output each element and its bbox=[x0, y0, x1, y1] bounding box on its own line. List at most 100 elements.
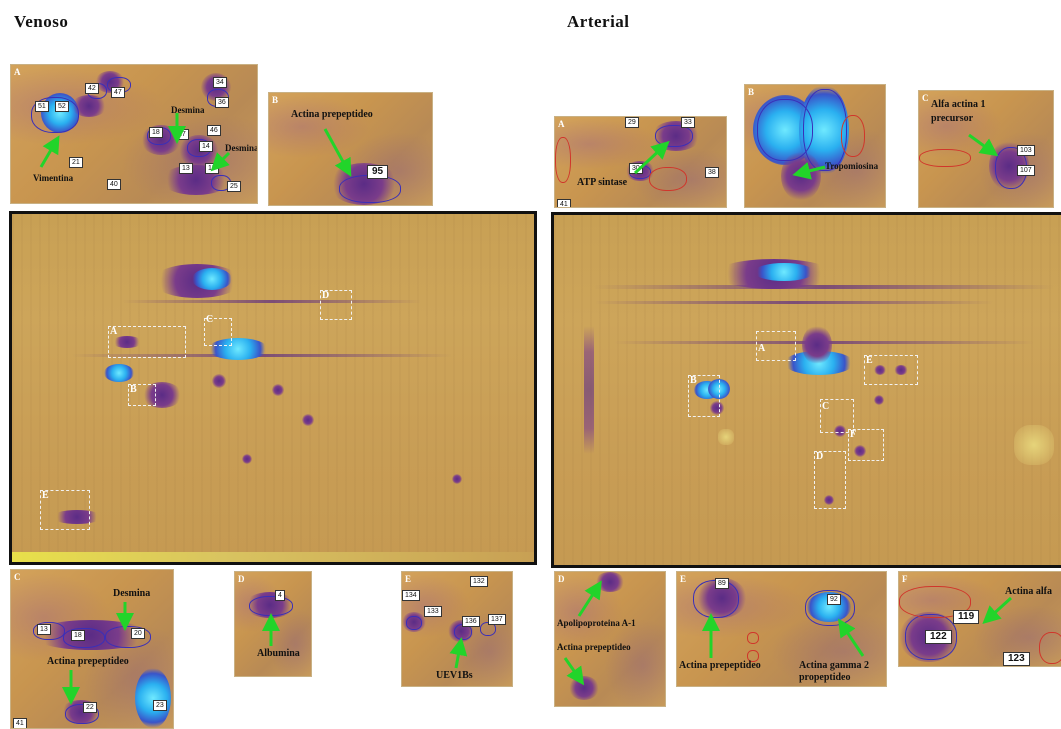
arrow-icon bbox=[39, 113, 231, 172]
arrow-icon bbox=[982, 596, 1013, 625]
spot-number: 52 bbox=[55, 101, 69, 112]
protein-spot bbox=[452, 474, 462, 484]
spot-number: 42 bbox=[85, 83, 99, 94]
region-box-a bbox=[108, 326, 186, 358]
arrow-icon bbox=[968, 133, 999, 157]
protein-label: ATP sintase bbox=[577, 177, 628, 188]
panel-letter: A bbox=[14, 67, 21, 77]
spot-number: 36 bbox=[215, 97, 229, 108]
spot-number: 22 bbox=[83, 702, 97, 713]
protein-spot bbox=[802, 325, 832, 365]
region-box-e bbox=[40, 490, 90, 530]
arterial-zoom-c: C 103 107 Alfa actina 1 precursor bbox=[918, 90, 1054, 208]
arrow-icon bbox=[702, 613, 865, 658]
region-box-letter: D bbox=[816, 451, 824, 462]
arrow-icon bbox=[792, 162, 826, 180]
region-box-d bbox=[320, 290, 352, 320]
spot-number: 33 bbox=[681, 117, 695, 128]
protein-spot bbox=[302, 414, 314, 426]
gel-artifact bbox=[718, 429, 734, 445]
spot-outline bbox=[655, 125, 693, 147]
protein-spot bbox=[754, 263, 814, 281]
spot-number: 136 bbox=[462, 616, 480, 627]
spot-outline bbox=[31, 97, 79, 133]
arterial-zoom-a: A 29 33 30 38 41 ATP sintase bbox=[554, 116, 727, 208]
spot-number: 18 bbox=[149, 127, 163, 138]
protein-spot bbox=[834, 425, 846, 437]
spot-number: 25 bbox=[227, 181, 241, 192]
region-box-c bbox=[820, 399, 854, 433]
venoso-zoom-b: B 95 Actina prepeptideo bbox=[268, 92, 433, 206]
protein-label: Actina prepeptideo bbox=[679, 660, 761, 671]
spot-outline bbox=[757, 99, 813, 161]
spot-number: 119 bbox=[953, 610, 980, 624]
spot-outline bbox=[747, 650, 759, 662]
protein-spot bbox=[112, 336, 142, 348]
spot-outline bbox=[841, 115, 865, 157]
spot-number: 122 bbox=[925, 630, 952, 644]
arterial-zoom-b: B Tropomiosina bbox=[744, 84, 886, 208]
protein-spot bbox=[104, 364, 134, 382]
venoso-header: Venoso bbox=[14, 12, 69, 31]
panel-letter: B bbox=[748, 87, 755, 97]
spot-outline bbox=[919, 149, 971, 167]
protein-label: Alfa actina 1 bbox=[931, 99, 986, 110]
spot-outline bbox=[805, 590, 855, 626]
region-box-e bbox=[864, 355, 918, 385]
protein-label: Tropomiosina bbox=[825, 161, 879, 171]
protein-spot bbox=[212, 374, 226, 388]
spot-number: 133 bbox=[424, 606, 442, 617]
venoso-zoom-c: C 13 18 20 22 23 41 Desmina Actina prepe… bbox=[10, 569, 174, 729]
gel-bottom-edge bbox=[12, 552, 534, 562]
region-box-letter: F bbox=[850, 429, 857, 440]
protein-spot bbox=[135, 668, 171, 728]
spot-number: 132 bbox=[470, 576, 488, 587]
gel-streak bbox=[584, 305, 594, 475]
region-box-f bbox=[848, 429, 884, 461]
panel-letter: B bbox=[272, 95, 279, 105]
spot-number: 20 bbox=[131, 628, 145, 639]
protein-label: Vimentina bbox=[33, 173, 74, 183]
arterial-zoom-f: F 119 122 123 Actina alfa bbox=[898, 571, 1061, 667]
spot-number: 92 bbox=[827, 594, 841, 605]
region-box-letter: B bbox=[130, 384, 137, 395]
protein-label: UEV1Bs bbox=[436, 670, 473, 681]
arrow-icon bbox=[323, 128, 352, 177]
protein-spot bbox=[854, 445, 866, 457]
protein-spot bbox=[894, 365, 908, 375]
spot-outline bbox=[899, 586, 971, 618]
protein-spot bbox=[595, 572, 625, 592]
region-box-letter: E bbox=[866, 355, 873, 366]
region-box-b bbox=[688, 375, 720, 417]
protein-label: Actina prepeptideo bbox=[291, 109, 373, 120]
panel-letter: E bbox=[405, 574, 412, 584]
spot-number: 40 bbox=[107, 179, 121, 190]
arrow-icon bbox=[262, 613, 280, 646]
protein-spot bbox=[242, 454, 252, 464]
region-box-b bbox=[128, 384, 156, 406]
protein-spot bbox=[208, 338, 268, 360]
protein-label: Desmina bbox=[113, 588, 151, 599]
protein-spot bbox=[272, 384, 284, 396]
region-box-letter: A bbox=[758, 343, 766, 354]
protein-spot bbox=[710, 401, 724, 415]
spot-number: 4 bbox=[275, 590, 285, 601]
spot-number: 103 bbox=[1017, 145, 1035, 156]
panel-letter: A bbox=[558, 119, 565, 129]
spot-number: 134 bbox=[402, 590, 420, 601]
region-box-letter: C bbox=[206, 314, 214, 325]
protein-label: propeptideo bbox=[799, 672, 851, 683]
spot-number: 29 bbox=[625, 117, 639, 128]
protein-label: Apolipoproteina A-1 bbox=[557, 618, 636, 628]
region-box-a bbox=[756, 331, 796, 361]
gel-streak bbox=[594, 285, 1054, 289]
panel-letter: E bbox=[680, 574, 687, 584]
protein-label: Desmina bbox=[171, 105, 205, 115]
protein-label: Desmina bbox=[225, 143, 258, 153]
spot-number: 23 bbox=[153, 700, 167, 711]
panel-letter: D bbox=[558, 574, 565, 584]
arrow-icon bbox=[633, 140, 670, 175]
spot-outline bbox=[747, 632, 759, 644]
region-box-letter: C bbox=[822, 401, 830, 412]
spot-number: 18 bbox=[71, 630, 85, 641]
